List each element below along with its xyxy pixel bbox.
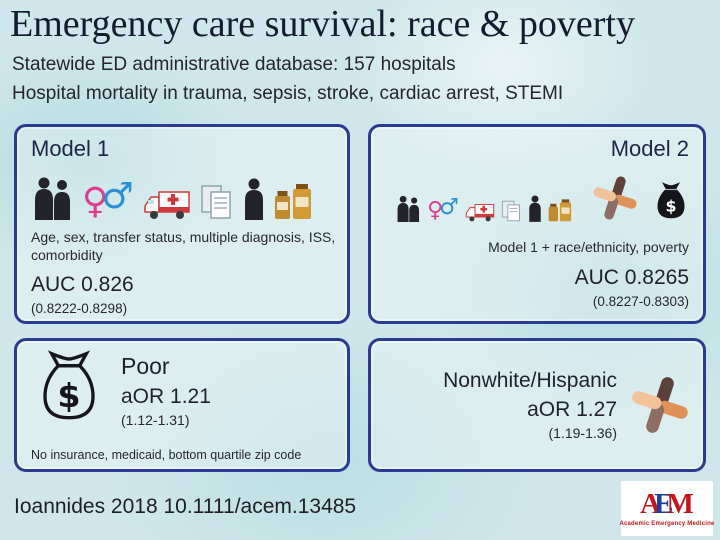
- model1-panel: Model 1 ♀♂: [14, 124, 350, 324]
- aem-logo-letters: AEM: [640, 490, 694, 519]
- model1-label: Model 1: [31, 136, 110, 161]
- model1-auc: AUC 0.826: [31, 272, 134, 296]
- gender-icon: ♀♂: [427, 197, 459, 223]
- hands-diversity-icon: [593, 176, 637, 220]
- person-icon: [529, 195, 541, 222]
- ambulance-icon: [465, 204, 495, 222]
- poor-aor: aOR 1.21: [121, 385, 211, 408]
- subtitle-database: Statewide ED administrative database: 15…: [12, 54, 456, 76]
- money-bag-icon: $: [43, 350, 95, 420]
- aem-logo-caption: Academic Emergency Medicine: [619, 521, 715, 527]
- aem-logo: AEM Academic Emergency Medicine: [619, 481, 715, 536]
- dollar-glyph: $: [57, 376, 80, 415]
- model1-icons: ♀♂: [31, 170, 333, 220]
- logo-letter-a: A: [640, 488, 662, 520]
- poor-note: No insurance, medicaid, bottom quartile …: [31, 448, 302, 462]
- female-symbol: ♀: [427, 198, 444, 223]
- ambulance-icon: [143, 191, 190, 219]
- female-symbol: ♀: [82, 181, 109, 222]
- person-icon: [244, 178, 263, 220]
- nonwhite-text: Nonwhite/Hispanic aOR 1.27 (1.19-1.36): [443, 369, 621, 441]
- nonwhite-ci: (1.19-1.36): [548, 425, 617, 441]
- poor-panel: $ Poor aOR 1.21 (1.12-1.31) No insurance…: [14, 338, 350, 472]
- model2-ci: (0.8227-0.8303): [592, 294, 689, 310]
- model2-auc: AUC 0.8265: [574, 266, 689, 290]
- medication-icon: [548, 199, 572, 222]
- male-symbol: ♂: [101, 176, 134, 217]
- citation: Ioannides 2018 10.1111/acem.13485: [14, 495, 357, 518]
- nonwhite-label: Nonwhite/Hispanic: [443, 369, 617, 392]
- dollar-glyph: $: [666, 197, 677, 216]
- logo-letter-e: E: [654, 488, 674, 520]
- gender-icon: ♀♂: [82, 179, 134, 222]
- poor-label: Poor: [121, 353, 170, 379]
- model2-icons: ♀♂: [385, 172, 689, 222]
- nonwhite-aor: aOR 1.27: [527, 398, 617, 421]
- model1-description: Age, sex, transfer status, multiple diag…: [31, 229, 336, 264]
- model2-label: Model 2: [610, 136, 689, 161]
- poor-ci: (1.12-1.31): [121, 412, 190, 428]
- page-title: Emergency care survival: race & poverty: [10, 3, 635, 45]
- medication-icon: [274, 184, 311, 219]
- documents-icon: [501, 200, 520, 222]
- nonwhite-panel: Nonwhite/Hispanic aOR 1.27 (1.19-1.36): [368, 338, 706, 472]
- logo-letter-m: M: [666, 488, 694, 520]
- subtitle-outcomes: Hospital mortality in trauma, sepsis, st…: [12, 83, 564, 105]
- hands-diversity-icon: [632, 377, 688, 433]
- model1-ci: (0.8222-0.8298): [31, 300, 128, 316]
- family-icon: [397, 195, 420, 222]
- header: Emergency care survival: race & poverty …: [10, 2, 714, 105]
- documents-icon: [200, 185, 231, 219]
- poor-content: $ Poor aOR 1.21 (1.12-1.31): [37, 349, 335, 428]
- model2-description: Model 1 + race/ethnicity, poverty: [488, 239, 689, 255]
- money-bag-icon: $: [657, 182, 685, 219]
- model2-panel: Model 2 ♀♂: [368, 124, 706, 324]
- male-symbol: ♂: [439, 195, 459, 220]
- poor-text: Poor aOR 1.21 (1.12-1.31): [121, 349, 211, 428]
- family-icon: [35, 177, 70, 220]
